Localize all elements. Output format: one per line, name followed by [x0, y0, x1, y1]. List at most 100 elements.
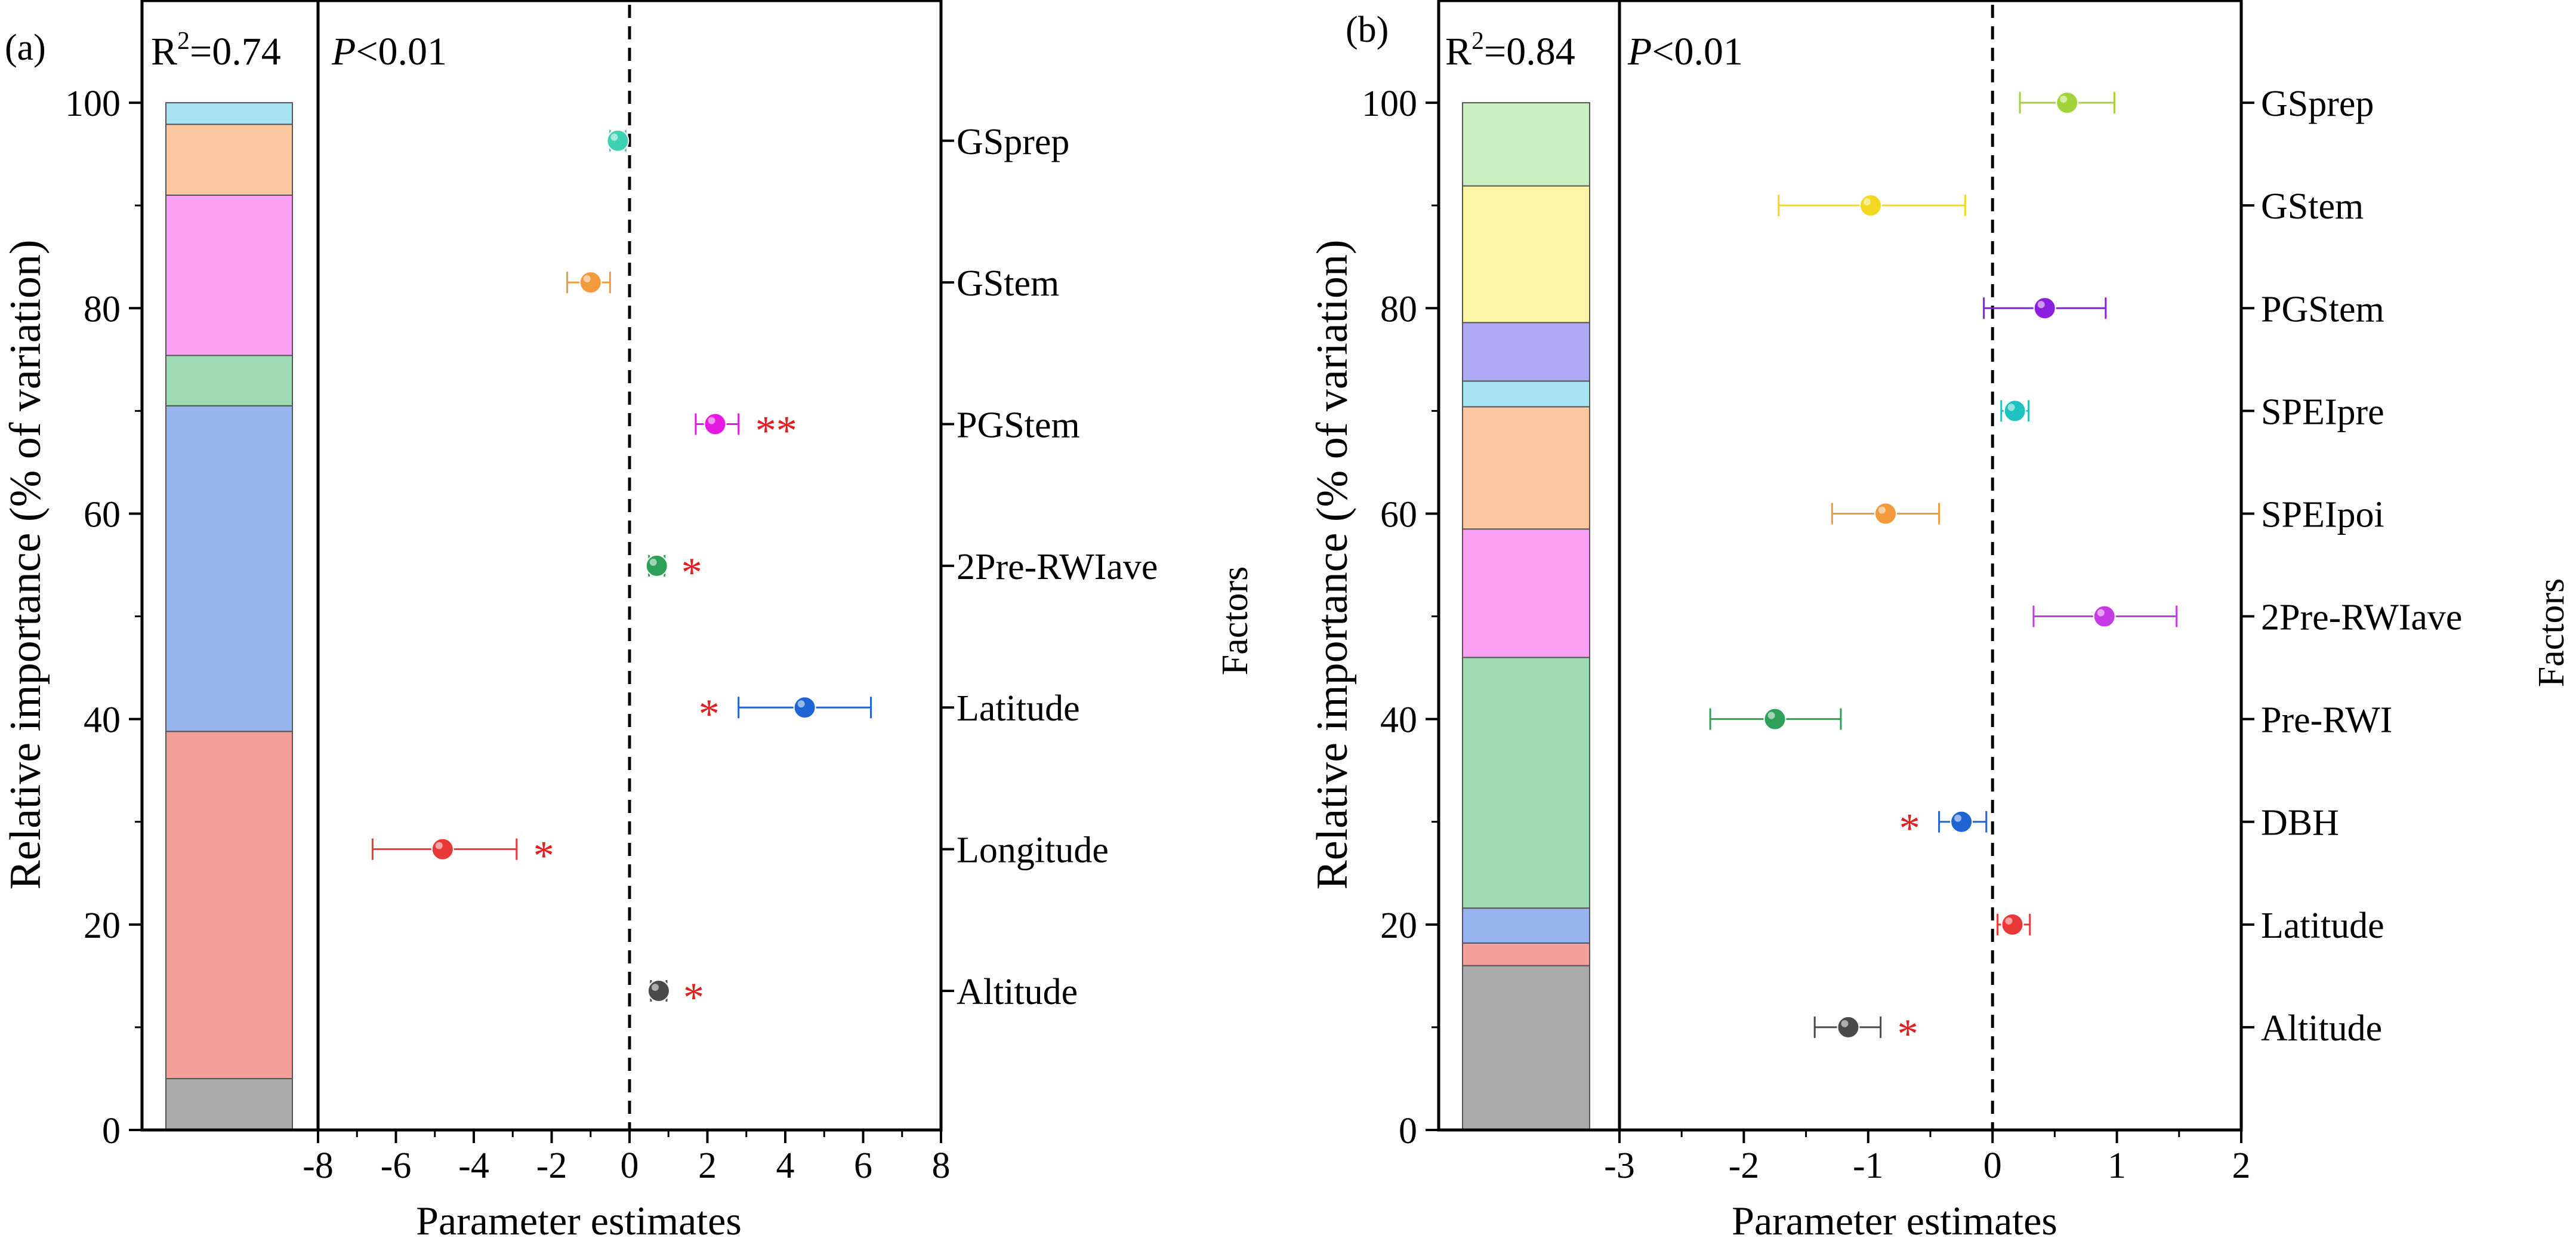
panel-b-x-tick-label: -3 — [1604, 1145, 1635, 1186]
panel-a-y-tick-label: 40 — [84, 700, 121, 741]
panel-b-x-tick-label: 0 — [1983, 1145, 2002, 1186]
panel-a-point-longitude — [431, 837, 454, 861]
panel-a-point-latitude — [793, 696, 816, 719]
panel-a-point-highlight — [651, 983, 659, 991]
panel-b-point-speipoi — [1874, 502, 1897, 525]
panel-a-significance-marker: * — [681, 550, 702, 596]
panel-b-factor-label-speipre: SPEIpre — [2261, 392, 2384, 432]
panel-a-stack-segment-gstem — [165, 124, 293, 196]
panel-b-y-tick-label: 60 — [1380, 494, 1417, 535]
panel-a-point-2pre-rwiave — [645, 554, 668, 577]
panel-b-point-highlight — [2060, 96, 2068, 103]
panel-b-stack-segment-pgstem — [1462, 322, 1590, 382]
panel-a-factor-label-altitude: Altitude — [957, 972, 1078, 1012]
panel-b-factor-label-speipoi: SPEIpoi — [2261, 494, 2384, 535]
panel-b-significance-marker: * — [1899, 806, 1920, 852]
panel-b: 0 20 40 60 80 100 -3 -2 -1 0 1 2 GSprep GStem PGStem SP… — [1308, 0, 2572, 1241]
panel-b-stack-segment-altitude — [1462, 965, 1590, 1131]
panel-b-y-tick-label: 80 — [1380, 289, 1417, 330]
panel-b-x-tick-label: -1 — [1853, 1145, 1884, 1186]
panel-b-point-highlight — [2007, 404, 2015, 411]
panel-b-point-highlight — [1863, 198, 1871, 206]
panel-a-x-axis-title: Parameter estimates — [416, 1198, 742, 1241]
panel-b-y-tick-label: 0 — [1399, 1111, 1417, 1151]
panel-b-point-latitude — [2001, 913, 2024, 936]
panel-a-factor-label-gsprep: GSprep — [957, 122, 1069, 162]
panel-a-factor-label-longitude: Longitude — [957, 830, 1109, 871]
panel-b-factor-label-pre-rwi: Pre-RWI — [2261, 700, 2392, 741]
panel-b-point-speipre — [2003, 399, 2026, 423]
panel-b-factor-label-dbh: DBH — [2261, 803, 2339, 843]
panel-b-x-tick-label: 2 — [2232, 1145, 2251, 1186]
panel-a-point-highlight — [610, 133, 618, 141]
panel-a-x-tick-label: -4 — [458, 1145, 489, 1186]
panel-b-x-tick-label: -2 — [1729, 1145, 1760, 1186]
panel-b-significance-marker: * — [1898, 1011, 1918, 1057]
panel-b-y-axis-title: Relative importance (% of variation) — [1308, 239, 1357, 889]
panel-a-p-value-annotation: P<0.01 — [331, 30, 447, 73]
panel-b-y-tick-label: 100 — [1362, 84, 1417, 124]
panel-a-stack-segment-gsprep — [165, 102, 293, 125]
panel-b-x-tick-label: 1 — [2108, 1145, 2126, 1186]
panel-b-x-axis-title: Parameter estimates — [1732, 1198, 2057, 1241]
panel-a-significance-marker: * — [699, 691, 720, 737]
panel-b-point-highlight — [2037, 301, 2045, 309]
panel-a-point-gsprep — [606, 129, 630, 152]
panel-b-factor-label-pgstem: PGStem — [2261, 289, 2384, 330]
panel-b-factor-label-latitude: Latitude — [2261, 906, 2384, 946]
panel-a-point-highlight — [649, 558, 657, 566]
panel-b-point-dbh — [1950, 810, 1973, 833]
panel-b-stack-segment-gstem — [1462, 185, 1590, 324]
panel-b-stack-segment-2pre-rwiave — [1462, 528, 1590, 658]
panel-a-x-tick-label: 0 — [621, 1145, 639, 1186]
panel-a-point-highlight — [797, 700, 805, 708]
panel-b-point-highlight — [2005, 917, 2013, 925]
panel-a-x-tick-label: -8 — [303, 1145, 334, 1186]
panel-a: 0 20 40 60 80 100 -8 -6 -4 -2 0 2 4 6 8 GSprep GStem PGSt… — [1, 0, 1255, 1241]
panel-a-r2-annotation: R2=0.74 — [151, 27, 281, 73]
panel-a-point-altitude — [647, 979, 670, 1002]
panel-a-panel-label: (a) — [5, 27, 46, 68]
panel-b-panel-label: (b) — [1346, 10, 1389, 50]
panel-a-point-pgstem — [704, 412, 727, 436]
panel-a-factor-label-gstem: GStem — [957, 263, 1059, 304]
panel-b-factor-label-gsprep: GSprep — [2261, 84, 2374, 124]
panel-a-factor-label-2pre-rwiave: 2Pre-RWIave — [957, 547, 1158, 587]
panel-b-point-highlight — [1878, 506, 1886, 514]
panel-b-r2-annotation: R2=0.84 — [1445, 27, 1575, 73]
panel-a-stack-segment-latitude — [165, 405, 293, 732]
panel-b-point-highlight — [2097, 609, 2105, 617]
panel-b-stack-segment-gsprep — [1462, 102, 1590, 187]
panel-b-stack-segment-latitude — [1462, 942, 1590, 966]
panel-a-y-tick-label: 100 — [65, 84, 121, 124]
panel-a-x-tick-label: 6 — [854, 1145, 872, 1186]
panel-b-y-tick-label: 20 — [1380, 906, 1417, 946]
panel-a-x-tick-label: -6 — [381, 1145, 412, 1186]
panel-b-y-tick-label: 40 — [1380, 700, 1417, 741]
panel-b-plot-frame — [1437, 0, 2243, 1132]
panel-a-y-tick-label: 60 — [84, 494, 121, 535]
panel-b-stack-segment-dbh — [1462, 907, 1590, 944]
panel-a-stack-segment-altitude — [165, 1077, 293, 1131]
panel-b-point-highlight — [1954, 814, 1962, 822]
panel-a-significance-marker: ** — [755, 408, 797, 454]
panel-b-point-2pre-rwiave — [2093, 605, 2116, 628]
panel-b-stack-segment-pre-rwi — [1462, 657, 1590, 909]
panel-a-point-gstem — [579, 271, 602, 294]
panel-a-x-tick-label: 2 — [698, 1145, 717, 1186]
panel-b-stack-segment-speipoi — [1462, 406, 1590, 530]
panel-a-y-axis-title: Relative importance (% of variation) — [1, 239, 50, 889]
panel-a-point-highlight — [435, 842, 443, 849]
panel-a-significance-marker: * — [683, 975, 704, 1021]
panel-a-x-tick-label: -2 — [536, 1145, 567, 1186]
panel-a-stack-segment-longitude — [165, 731, 293, 1079]
panel-b-factor-label-gstem: GStem — [2261, 186, 2364, 227]
panel-a-x-tick-label: 4 — [776, 1145, 795, 1186]
panel-b-point-highlight — [1841, 1020, 1849, 1027]
panel-b-factor-label-2pre-rwiave: 2Pre-RWIave — [2261, 598, 2462, 638]
panel-a-factor-label-pgstem: PGStem — [957, 405, 1080, 445]
panel-a-y-tick-label: 20 — [84, 906, 121, 946]
panel-a-point-highlight — [708, 417, 715, 424]
panel-b-point-highlight — [1767, 712, 1775, 719]
